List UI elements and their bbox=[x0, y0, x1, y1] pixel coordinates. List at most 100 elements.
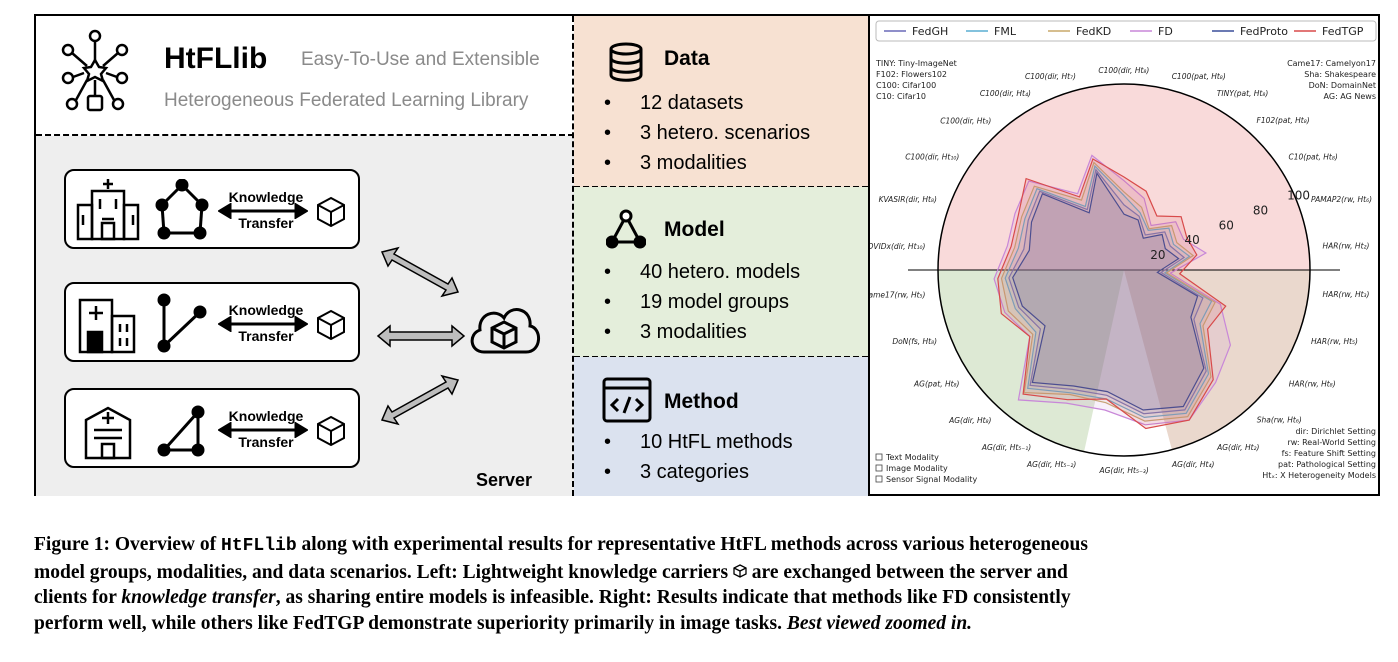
panel-item: • 3 categories bbox=[604, 461, 749, 483]
axis-label: C100(dir, Ht₇) bbox=[1025, 72, 1076, 81]
radial-tick-label: 20 bbox=[1150, 248, 1165, 262]
knowledge-transfer-label: Knowledge Transfer bbox=[228, 189, 304, 231]
library-title: HtFLlib bbox=[164, 42, 268, 75]
library-header: HtFLlib Easy-To-Use and Extensible Heter… bbox=[36, 16, 574, 134]
settings-label: dir: Dirichlet Setting bbox=[1295, 427, 1376, 436]
settings-label: rw: Real-World Setting bbox=[1287, 438, 1376, 447]
model-graph-icon bbox=[606, 209, 646, 249]
caption-line: Figure 1: Overview of HtFLlib along with… bbox=[34, 534, 1088, 556]
axis-label: C100(dir, Ht₁₀) bbox=[905, 153, 959, 162]
axis-label: C100(pat, Ht₈) bbox=[1172, 72, 1226, 81]
axis-label: AG(pat, Ht₈) bbox=[913, 380, 960, 389]
office-building-icon bbox=[76, 179, 140, 241]
bidirectional-arrow-icon bbox=[218, 316, 308, 332]
triangle-topology-icon bbox=[157, 405, 205, 457]
axis-label: HAR(rw, Ht₂) bbox=[1323, 242, 1370, 251]
axis-label: AG(dir, Ht₅₋₁) bbox=[981, 443, 1031, 452]
axis-label: Sha(rw, Ht₆) bbox=[1257, 416, 1302, 425]
radial-tick-label: 100 bbox=[1287, 189, 1310, 203]
series-fedgh-polygon bbox=[1008, 168, 1207, 415]
legend-label: FedProto bbox=[1240, 25, 1288, 38]
modality-label: Sensor Signal Modality bbox=[886, 475, 977, 484]
panel-item: • 10 HtFL methods bbox=[604, 431, 793, 453]
chart-legend: FedGH FML FedKD FD FedProto FedTGP bbox=[875, 20, 1377, 42]
modality-label: Text Modality bbox=[885, 453, 939, 462]
hospital-building-icon bbox=[78, 298, 136, 354]
panel-title: Data bbox=[664, 47, 710, 70]
branch-topology-icon bbox=[157, 293, 207, 353]
axis-label: C100(dir, Ht₄) bbox=[980, 89, 1031, 98]
axis-label: AG(dir, Ht₄) bbox=[1171, 460, 1214, 469]
series-fml-polygon bbox=[1004, 164, 1213, 419]
knowledge-transfer-label: Knowledge Transfer bbox=[228, 302, 304, 344]
divider bbox=[36, 134, 574, 137]
cloud-server-icon bbox=[470, 308, 540, 354]
settings-label: pat: Pathological Setting bbox=[1278, 460, 1376, 469]
panel-item: • 3 modalities bbox=[604, 152, 747, 174]
legend-label: FedTGP bbox=[1322, 25, 1364, 38]
figure-caption: Figure 1: Overview of HtFLlib along with… bbox=[34, 532, 1380, 636]
abbreviation-text: AG: AG News bbox=[1324, 92, 1376, 101]
axis-label: HAR(rw, Ht₃) bbox=[1323, 290, 1370, 299]
panel-title: Method bbox=[664, 390, 739, 413]
axis-label: HAR(rw, Ht₅) bbox=[1311, 337, 1358, 346]
cube-icon bbox=[317, 196, 345, 228]
legend-label: FedGH bbox=[912, 25, 948, 38]
radial-tick-label: 80 bbox=[1253, 203, 1268, 217]
divider bbox=[572, 16, 575, 496]
axis-label: C100(dir, Ht₈) bbox=[1098, 66, 1149, 75]
data-panel: Data • 12 datasets • 3 hetero. scenarios •… bbox=[574, 16, 870, 187]
axis-label: COVIDx(dir, Ht₁₀) bbox=[870, 242, 926, 251]
abbreviation-text: C10: Cifar10 bbox=[876, 92, 926, 101]
caption-line: model groups, modalities, and data scena… bbox=[34, 561, 1068, 583]
axis-label: C100(dir, Ht₉) bbox=[940, 116, 991, 125]
abbreviation-text: TINY: Tiny-ImageNet bbox=[875, 59, 957, 68]
axis-label: Came17(rw, Ht₅) bbox=[870, 290, 926, 299]
federated-diagram: Knowledge Transfer bbox=[36, 136, 574, 496]
axis-label: HAR(rw, Ht₈) bbox=[1289, 379, 1336, 388]
bidirectional-arrow-icon bbox=[218, 422, 308, 438]
sensor-region bbox=[1124, 270, 1311, 450]
abbreviation-text: Sha: Shakespeare bbox=[1304, 70, 1376, 79]
panel-item: • 19 model groups bbox=[604, 291, 789, 313]
database-icon bbox=[609, 42, 643, 82]
axis-label: AG(dir, Ht₈) bbox=[948, 416, 991, 425]
modality-label: Image Modality bbox=[886, 464, 948, 473]
axis-label: AG(dir, Ht₅₋₃) bbox=[1098, 466, 1148, 475]
modality-swatch bbox=[875, 464, 883, 472]
caption-line: perform well, while others like FedTGP d… bbox=[34, 612, 973, 634]
legend-label: FedKD bbox=[1076, 25, 1111, 38]
network-hub-icon bbox=[61, 29, 129, 112]
axis-label: AG(dir, Ht₅₋₂) bbox=[1026, 460, 1076, 469]
cube-icon bbox=[733, 563, 747, 578]
library-tagline: Easy-To-Use and Extensible bbox=[301, 49, 540, 70]
library-description: Heterogeneous Federated Learning Library bbox=[164, 90, 529, 111]
abbreviation-text: C100: Cifar100 bbox=[876, 81, 936, 90]
legend-label: FML bbox=[994, 25, 1017, 38]
radial-tick-label: 40 bbox=[1184, 233, 1199, 247]
panel-item: • 3 hetero. scenarios bbox=[604, 122, 811, 144]
series-fedkd-polygon bbox=[1000, 161, 1216, 422]
panel-item: • 3 modalities bbox=[604, 321, 747, 343]
model-panel: Model • 40 hetero. models • 19 model group… bbox=[574, 187, 870, 357]
panel-item: • 12 datasets bbox=[604, 92, 744, 114]
axis-label: TINY(pat, Ht₈) bbox=[1217, 89, 1269, 98]
modality-swatch bbox=[875, 475, 883, 483]
cube-icon bbox=[317, 415, 345, 447]
abbreviation-text: F102: Flowers102 bbox=[876, 70, 947, 79]
axis-label: F102(pat, Ht₈) bbox=[1257, 116, 1310, 125]
bidirectional-arrow-icon bbox=[218, 203, 308, 219]
series-fd-polygon bbox=[993, 154, 1232, 426]
knowledge-transfer-label: Knowledge Transfer bbox=[228, 408, 304, 450]
legend-label: FD bbox=[1158, 25, 1173, 38]
code-window-icon bbox=[602, 377, 652, 423]
axis-label: KVASIR(dir, Ht₈) bbox=[879, 195, 937, 204]
series-fedproto-polygon bbox=[1012, 171, 1205, 411]
cube-icon bbox=[317, 309, 345, 341]
radar-chart: 20 40 60 80 100 C100(pat, Ht₈) TINY(pat, Ht₈) F… bbox=[862, 20, 1377, 484]
abbreviation-text: DoN: DomainNet bbox=[1309, 81, 1376, 90]
client-box: Knowledge Transfer bbox=[64, 388, 360, 468]
abbreviation-text: Came17: Camelyon17 bbox=[1287, 59, 1376, 68]
client-server-arrows bbox=[376, 246, 466, 426]
panel-item: • 40 hetero. models bbox=[604, 261, 801, 283]
